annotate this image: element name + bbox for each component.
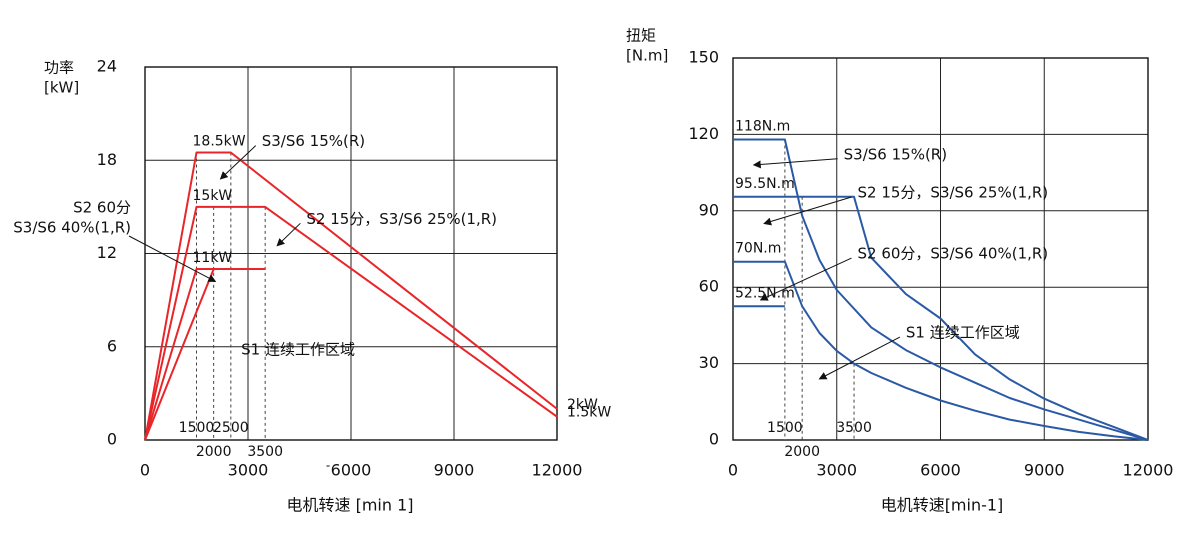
duty-annotation-label: S2 60分 [73, 199, 131, 217]
y-tick-label: 90 [699, 200, 719, 219]
y-axis-title: [kW] [44, 79, 79, 97]
annotation-arrow [818, 336, 901, 380]
plateau-value-label: 15kW [193, 188, 233, 204]
stray-mark: - [326, 459, 330, 473]
series-line-1 [144, 151, 558, 441]
plateau-value-label: 118N.m [735, 118, 790, 134]
x-tick-label: 12000 [1123, 461, 1174, 480]
y-tick-label: 0 [107, 430, 117, 449]
y-axis-title: 扭矩 [626, 27, 656, 45]
speed-marker-label: 2000 [784, 444, 820, 460]
end-value-label: 2kW [567, 397, 598, 413]
y-tick-label: 12 [97, 243, 117, 262]
series-line-2 [733, 195, 1149, 441]
plateau-value-label: 95.5N.m [735, 176, 795, 192]
duty-annotation-label: S1 连续工作区域 [241, 340, 355, 358]
annotation-arrow [276, 222, 301, 247]
x-tick-label: 3000 [228, 461, 269, 480]
y-tick-label: 120 [688, 124, 719, 143]
duty-annotation-label: S3/S6 15%(R) [262, 132, 365, 150]
plateau-value-label: 11kW [193, 250, 233, 266]
y-axis-title: 功率 [44, 59, 74, 77]
series-line-2 [144, 205, 558, 441]
duty-annotation-label: S3/S6 15%(R) [844, 145, 947, 163]
y-tick-label: 0 [709, 430, 719, 449]
series-line-4 [144, 268, 215, 441]
y-tick-label: 6 [107, 336, 117, 355]
series-line-1 [733, 138, 1149, 441]
speed-marker-label: 1500 [767, 420, 803, 436]
duty-annotation-label: S2 60分，S3/S6 40%(1,R) [858, 245, 1049, 263]
plateau-value-label: 70N.m [735, 241, 781, 257]
y-axis-title: [N.m] [626, 47, 668, 65]
x-tick-label: 3000 [816, 461, 857, 480]
speed-marker-label: 3500 [836, 420, 872, 436]
duty-annotation-label: S3/S6 40%(1,R) [13, 219, 131, 237]
speed-marker-label: 3500 [247, 444, 283, 460]
plateau-value-label: 52.5N.m [735, 285, 795, 301]
x-tick-label: 12000 [532, 461, 583, 480]
x-axis-title: 电机转速 [min 1] [286, 496, 413, 515]
x-tick-label: 9000 [1024, 461, 1065, 480]
annotation-arrow [759, 257, 852, 301]
y-tick-label: 18 [97, 150, 117, 169]
x-tick-label: 6000 [331, 461, 372, 480]
duty-annotation-label: S1 连续工作区域 [906, 324, 1020, 342]
x-tick-label: 6000 [920, 461, 961, 480]
duty-annotation-label: S2 15分，S3/S6 25%(1,R) [858, 183, 1049, 201]
annotation-arrow [219, 145, 257, 180]
end-value-label: 1.5kW [567, 405, 611, 421]
x-axis-title: 电机转速[min-1] [881, 496, 1004, 515]
speed-marker-label: 1500 [179, 420, 215, 436]
annotation-arrow [128, 235, 217, 282]
y-tick-label: 150 [688, 48, 719, 67]
annotation-arrow [752, 158, 838, 169]
speed-marker-label: 2500 [213, 420, 249, 436]
duty-annotation-label: S2 15分，S3/S6 25%(1,R) [306, 210, 497, 228]
plot-frame [732, 57, 1149, 441]
plot-frame [144, 66, 558, 441]
series-line-3 [144, 268, 266, 441]
y-tick-label: 24 [97, 57, 117, 76]
x-tick-label: 0 [728, 461, 738, 480]
y-tick-label: 60 [699, 277, 719, 296]
y-tick-label: 30 [699, 353, 719, 372]
plateau-value-label: 18.5kW [193, 133, 246, 149]
series-line-3 [733, 260, 1149, 441]
x-tick-label: 9000 [434, 461, 475, 480]
x-tick-label: 0 [140, 461, 150, 480]
annotation-arrow [763, 196, 852, 226]
speed-marker-label: 2000 [196, 444, 232, 460]
